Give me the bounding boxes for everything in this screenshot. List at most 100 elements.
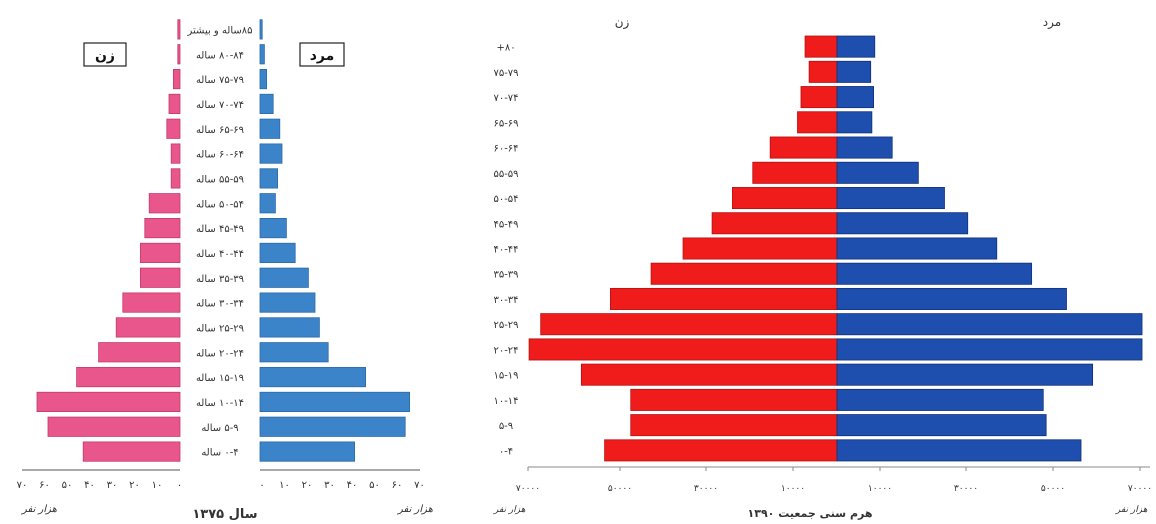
x-tick-label-1390-right: ۳۰۰۰۰ (954, 484, 978, 494)
male-bar-1375 (259, 168, 279, 189)
male-bar-1375 (259, 366, 366, 388)
male-bar-1390 (836, 136, 893, 159)
age-label-1375: ۰-۴ ساله (201, 448, 238, 459)
age-label-1390: ۵-۹ (499, 421, 513, 432)
female-bar-1375 (76, 366, 181, 388)
female-bar-1375 (168, 93, 181, 115)
age-label-1375: ۵۰-۵۴ ساله (196, 199, 244, 210)
x-tick-label-1375-right: ۳۰ (324, 480, 335, 491)
x-tick-label-1390-right: ۱۰۰۰۰ (868, 484, 892, 494)
age-label-1390: ۱۰-۱۴ (493, 396, 518, 407)
age-label-1375: ۷۰-۷۴ ساله (196, 100, 244, 111)
male-bar-1375 (259, 267, 309, 288)
age-label-1390: ۲۵-۲۹ (493, 320, 518, 331)
age-label-1375: ۳۰-۳۴ ساله (196, 299, 244, 310)
legend-male-1390: مرد (1043, 15, 1061, 30)
female-bar-1390 (752, 161, 838, 184)
female-bar-1390 (610, 287, 838, 310)
x-tick-label-1375-right: ۷۰ (414, 480, 425, 491)
age-label-1375: ۴۵-۴۹ ساله (196, 224, 244, 235)
male-bar-1390 (836, 60, 872, 83)
male-bar-1390 (836, 237, 998, 260)
unit-label-1390-left: هزار نفر (493, 505, 526, 515)
female-bar-1390 (711, 212, 838, 235)
male-bar-1390 (836, 35, 876, 58)
male-bar-1390 (836, 287, 1067, 310)
female-bar-1375 (82, 441, 181, 462)
female-bar-1375 (177, 44, 181, 65)
x-tick-label-1375-left: ۵۰ (62, 480, 73, 491)
age-label-1390: ۶۵-۶۹ (493, 118, 518, 129)
age-label-1390: ۷۵-۷۹ (493, 68, 518, 79)
x-tick-label-1390-left: ۱۰۰۰۰ (781, 484, 805, 494)
x-tick-label-1390-left: ۵۰۰۰۰ (608, 484, 632, 494)
male-bar-1390 (836, 187, 945, 210)
female-bar-1375 (148, 193, 181, 214)
x-tick-label-1390-left: ۳۰۰۰۰ (694, 484, 718, 494)
female-bar-1390 (732, 187, 838, 210)
x-tick-label-1375-right: ۱۰ (279, 480, 290, 491)
male-bar-1390 (836, 161, 919, 184)
x-tick-label-1390-right: ۷۰۰۰۰ (1128, 484, 1152, 494)
x-tick-label-1375-right: ۵۰ (369, 480, 380, 491)
age-label-1375: ۲۵-۲۹ ساله (196, 323, 244, 334)
male-bar-1390 (836, 338, 1143, 361)
age-label-1390: ۵۰-۵۴ (493, 194, 518, 205)
x-tick-label-1375-left: ۳۰ (107, 480, 118, 491)
age-label-1375: ۶۰-۶۴ ساله (196, 150, 244, 161)
male-bar-1375 (259, 416, 406, 437)
male-bar-1375 (259, 68, 267, 90)
chart-title-1390: هرم سنی جمعیت ۱۳۹۰ (748, 507, 873, 520)
x-tick-label-1375-left: ۶۰ (39, 480, 50, 491)
male-bar-1390 (836, 111, 873, 134)
female-bar-1375 (170, 143, 181, 164)
female-bar-1390 (808, 60, 838, 83)
male-bar-1375 (259, 441, 355, 462)
legend-female-1390: زن (615, 15, 630, 30)
male-bar-1375 (259, 391, 411, 413)
female-bar-1375 (170, 168, 181, 189)
age-label-1375: ۳۵-۳۹ ساله (196, 274, 244, 285)
x-tick-label-1375-left: ۲۰ (129, 480, 140, 491)
female-bar-1375 (144, 217, 181, 239)
male-bar-1375 (259, 342, 329, 363)
x-tick-label-1375-left: ۱۰ (152, 480, 163, 491)
legend-female-1375: زن (95, 48, 115, 64)
male-bar-1390 (836, 86, 875, 109)
age-label-1390: ۶۰-۶۴ (493, 144, 518, 155)
female-bar-1375 (172, 68, 181, 90)
age-label-1375: ۴۰-۴۴ ساله (196, 249, 244, 260)
male-bar-1390 (836, 439, 1082, 462)
female-bar-1390 (797, 111, 838, 134)
age-label-1375: ۱۵-۱۹ ساله (196, 373, 244, 384)
x-tick-label-1375-left: ۷۰ (17, 480, 28, 491)
x-tick-label-1390-right: ۵۰۰۰۰ (1041, 484, 1065, 494)
chart-title-1375: سال ۱۳۷۵ (192, 507, 257, 522)
age-label-1390: ۴۰-۴۴ (493, 245, 518, 256)
male-bar-1375 (259, 19, 263, 40)
male-bar-1375 (259, 143, 283, 164)
female-bar-1375 (177, 19, 181, 40)
age-label-1390: ۵۵-۵۹ (493, 169, 518, 180)
male-bar-1390 (836, 363, 1094, 386)
age-label-1375: ۷۵-۷۹ ساله (196, 75, 244, 86)
female-bar-1390 (604, 439, 838, 462)
female-bar-1390 (540, 313, 838, 336)
female-bar-1390 (800, 86, 838, 109)
male-bar-1390 (836, 212, 969, 235)
female-bar-1390 (630, 414, 838, 437)
unit-label-1375-left: هزار نفر (20, 504, 57, 515)
age-label-1375: ۵-۹ ساله (201, 423, 238, 434)
age-label-column (183, 13, 257, 464)
x-tick-label-1375-right: ۰ (259, 480, 264, 491)
x-tick-label-1375-right: ۲۰ (302, 480, 313, 491)
age-label-1390: ۳۵-۳۹ (493, 270, 518, 281)
female-bar-1390 (769, 136, 838, 159)
female-bar-1375 (47, 416, 181, 437)
female-bar-1390 (682, 237, 838, 260)
age-label-1390: ۷۰-۷۴ (493, 93, 518, 104)
female-bar-1375 (139, 242, 181, 264)
age-label-1375: ۱۰-۱۴ ساله (196, 398, 244, 409)
male-bar-1375 (259, 242, 296, 264)
x-tick-label-1390-left: ۷۰۰۰۰ (516, 484, 540, 494)
